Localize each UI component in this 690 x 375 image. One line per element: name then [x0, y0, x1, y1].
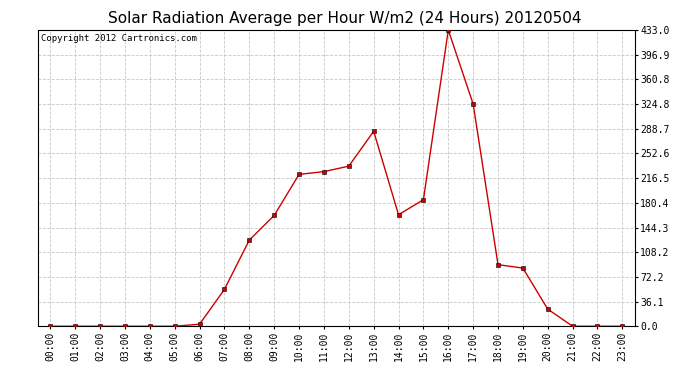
Text: Solar Radiation Average per Hour W/m2 (24 Hours) 20120504: Solar Radiation Average per Hour W/m2 (2…: [108, 11, 582, 26]
Text: Copyright 2012 Cartronics.com: Copyright 2012 Cartronics.com: [41, 34, 197, 44]
